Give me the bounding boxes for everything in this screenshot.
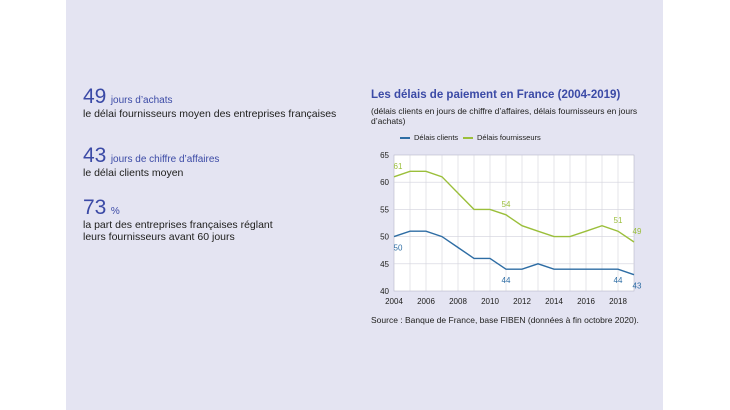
y-tick-label: 60 <box>380 178 389 187</box>
stat-share-before-60-days: 73 % la part des entreprises françaises … <box>83 197 273 243</box>
y-tick-label: 55 <box>380 205 389 214</box>
stat-description: le délai fournisseurs moyen des entrepri… <box>83 108 337 120</box>
x-tick-label: 2008 <box>449 297 467 306</box>
chart-subtitle: (délais clients en jours de chiffre d’af… <box>371 106 638 126</box>
stat-description: le délai clients moyen <box>83 167 184 179</box>
x-tick-label: 2014 <box>545 297 563 306</box>
stat-client-delay: 43 jours de chiffre d’affaires le délai … <box>83 145 219 179</box>
legend-item-clients: Délais clients <box>400 133 458 142</box>
stat-value: 43 <box>83 144 107 167</box>
x-tick-label: 2010 <box>481 297 499 306</box>
line-chart: 40 45 50 55 60 65 2004 2006 2008 2010 2012 2014 2016… <box>380 151 642 306</box>
data-label: 61 <box>394 162 403 171</box>
x-tick-label: 2016 <box>577 297 595 306</box>
data-label: 43 <box>633 282 642 291</box>
stat-unit: jours de chiffre d’affaires <box>110 154 220 165</box>
legend-label: Délais fournisseurs <box>477 133 541 142</box>
legend-label: Délais clients <box>414 133 459 142</box>
data-label: 49 <box>633 227 642 236</box>
series-line-clients <box>393 230 635 276</box>
y-tick-label: 50 <box>380 233 389 242</box>
source-note: Source : Banque de France, base FIBEN (d… <box>371 315 639 325</box>
stat-unit: % <box>110 206 120 217</box>
y-tick-label: 65 <box>380 151 389 160</box>
data-label: 50 <box>394 244 403 253</box>
y-tick-label: 40 <box>380 287 389 296</box>
series-line-fournisseurs <box>393 170 635 243</box>
data-label: 44 <box>502 276 511 285</box>
x-tick-label: 2018 <box>609 297 627 306</box>
plot-area <box>393 154 635 292</box>
legend-swatch-clients <box>400 137 410 140</box>
data-label: 51 <box>614 216 623 225</box>
data-label: 44 <box>614 276 623 285</box>
x-tick-label: 2006 <box>417 297 435 306</box>
y-tick-label: 45 <box>380 260 389 269</box>
stat-value: 49 <box>83 85 107 108</box>
legend-item-fournisseurs: Délais fournisseurs <box>463 133 541 142</box>
stat-value: 73 <box>83 196 107 219</box>
legend-swatch-fournisseurs <box>463 137 473 140</box>
stat-description: leurs fournisseurs avant 60 jours <box>83 231 235 243</box>
stat-supplier-delay: 49 jours d’achats le délai fournisseurs … <box>83 86 336 120</box>
chart-title: Les délais de paiement en France (2004-2… <box>371 89 621 101</box>
data-label: 54 <box>502 200 511 209</box>
x-tick-label: 2004 <box>385 297 403 306</box>
stat-unit: jours d’achats <box>110 95 173 106</box>
x-tick-label: 2012 <box>513 297 531 306</box>
stat-description: la part des entreprises françaises régla… <box>83 219 273 231</box>
